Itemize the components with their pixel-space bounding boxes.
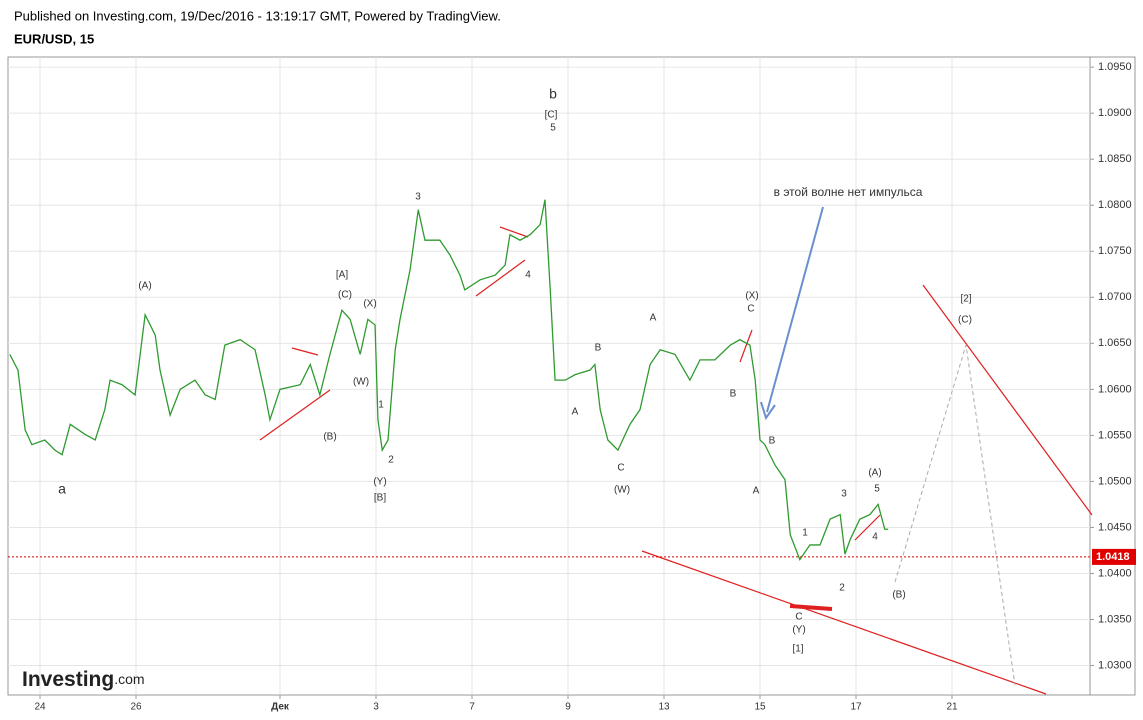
wave-label: 4: [872, 532, 878, 543]
price-line: [9, 199, 889, 562]
wave-label: (X): [363, 299, 376, 310]
wave-label: [2]: [960, 294, 971, 305]
wave-label: 2: [839, 583, 845, 594]
wave-label: 4: [525, 270, 531, 281]
wave-label: B: [730, 389, 737, 400]
wave-label: A: [753, 486, 760, 497]
drawings: [259, 206, 1093, 695]
wave-label: C: [617, 463, 624, 474]
wave-label: C: [795, 612, 802, 623]
note: в этой волне нет импульса: [774, 185, 923, 199]
wave-label: 3: [415, 192, 421, 203]
x-tick-label: 17: [850, 702, 862, 713]
wave-label: (C): [338, 290, 352, 301]
y-tick-label: 1.0750: [1098, 245, 1132, 257]
y-tick-label: 1.0450: [1098, 521, 1132, 533]
wave-label: (X): [745, 291, 758, 302]
wave-label: (Y): [373, 477, 386, 488]
trend-line: [259, 389, 331, 441]
y-tick-label: 1.0650: [1098, 337, 1132, 349]
y-tick-label: 1.0400: [1098, 567, 1132, 579]
last-price-label: 1.0418: [1096, 551, 1130, 563]
trend-line: [475, 259, 526, 297]
wave-label: (Y): [792, 625, 805, 636]
wave-label: (C): [958, 315, 972, 326]
wave-label: (B): [892, 590, 905, 601]
trend-line: [291, 347, 319, 356]
wave-label: 1: [378, 400, 384, 411]
arrow-head: [760, 401, 776, 421]
x-tick-label: 26: [130, 702, 142, 713]
x-tick-label: 7: [469, 702, 475, 713]
wave-label: [B]: [374, 493, 386, 504]
y-tick-label: 1.0900: [1098, 107, 1132, 119]
x-tick-label: 9: [565, 702, 571, 713]
wave-label: b: [549, 86, 557, 102]
y-tick-label: 1.0800: [1098, 199, 1132, 211]
wave-label: (B): [323, 432, 336, 443]
wave-label: B: [769, 436, 776, 447]
trend-line: [854, 514, 881, 541]
y-tick-label: 1.0550: [1098, 429, 1132, 441]
plot: 1.0418 b [C] 5 3 4 (A) [A] (C) (X) (W) 1 2 (B) (Y) [B] a…: [8, 86, 1136, 655]
trend-line: [641, 550, 1047, 695]
trend-line: [922, 284, 1093, 516]
wave-label: 5: [874, 484, 880, 495]
y-tick-label: 1.0950: [1098, 61, 1132, 73]
x-tick-label: 13: [658, 702, 670, 713]
published-note: Published on Investing.com, 19/Dec/2016 …: [14, 8, 501, 23]
wave-label: A: [650, 313, 657, 324]
wave-label: (W): [353, 377, 369, 388]
wave-label: (A): [868, 468, 881, 479]
support-mark: [789, 604, 833, 611]
wave-label: 2: [388, 455, 394, 466]
logo-suffix: .com: [114, 671, 144, 687]
wave-label: a: [58, 481, 66, 497]
logo: Investing.com: [22, 668, 145, 691]
wave-label: [1]: [792, 644, 803, 655]
grid: 1.0300 1.0350 1.0400 1.0450 1.0500 1.0550 1.06…: [8, 57, 1132, 713]
y-tick-label: 1.0350: [1098, 613, 1132, 625]
wave-label: [C]: [545, 110, 558, 121]
price-axis-frame: [1089, 56, 1136, 696]
wave-label: 5: [550, 123, 556, 134]
y-tick-label: 1.0700: [1098, 291, 1132, 303]
x-tick-label: 3: [373, 702, 379, 713]
symbol: EUR/USD, 15: [14, 31, 94, 46]
y-tick-label: 1.0850: [1098, 153, 1132, 165]
wave-label: (W): [614, 485, 630, 496]
y-tick-label: 1.0500: [1098, 475, 1132, 487]
arrow: [766, 206, 824, 413]
x-tick-label: Дек: [271, 702, 290, 713]
trend-line: [499, 226, 529, 238]
wave-label: 3: [841, 489, 847, 500]
y-tick-label: 1.0300: [1098, 659, 1132, 671]
wave-label: 1: [802, 528, 808, 539]
last-price-box: [1092, 548, 1136, 565]
wave-label: (A): [138, 281, 151, 292]
plot-frame: [7, 56, 1091, 696]
projection: [894, 344, 1016, 686]
y-tick-label: 1.0600: [1098, 383, 1132, 395]
wave-label: B: [595, 343, 602, 354]
x-tick-label: 24: [34, 702, 46, 713]
wave-label: C: [747, 304, 754, 315]
trend-line: [739, 329, 753, 363]
wave-label: [A]: [336, 270, 348, 281]
x-tick-label: 21: [946, 702, 958, 713]
wave-label: A: [572, 407, 579, 418]
x-tick-label: 15: [754, 702, 766, 713]
logo-brand: Investing: [22, 668, 114, 691]
